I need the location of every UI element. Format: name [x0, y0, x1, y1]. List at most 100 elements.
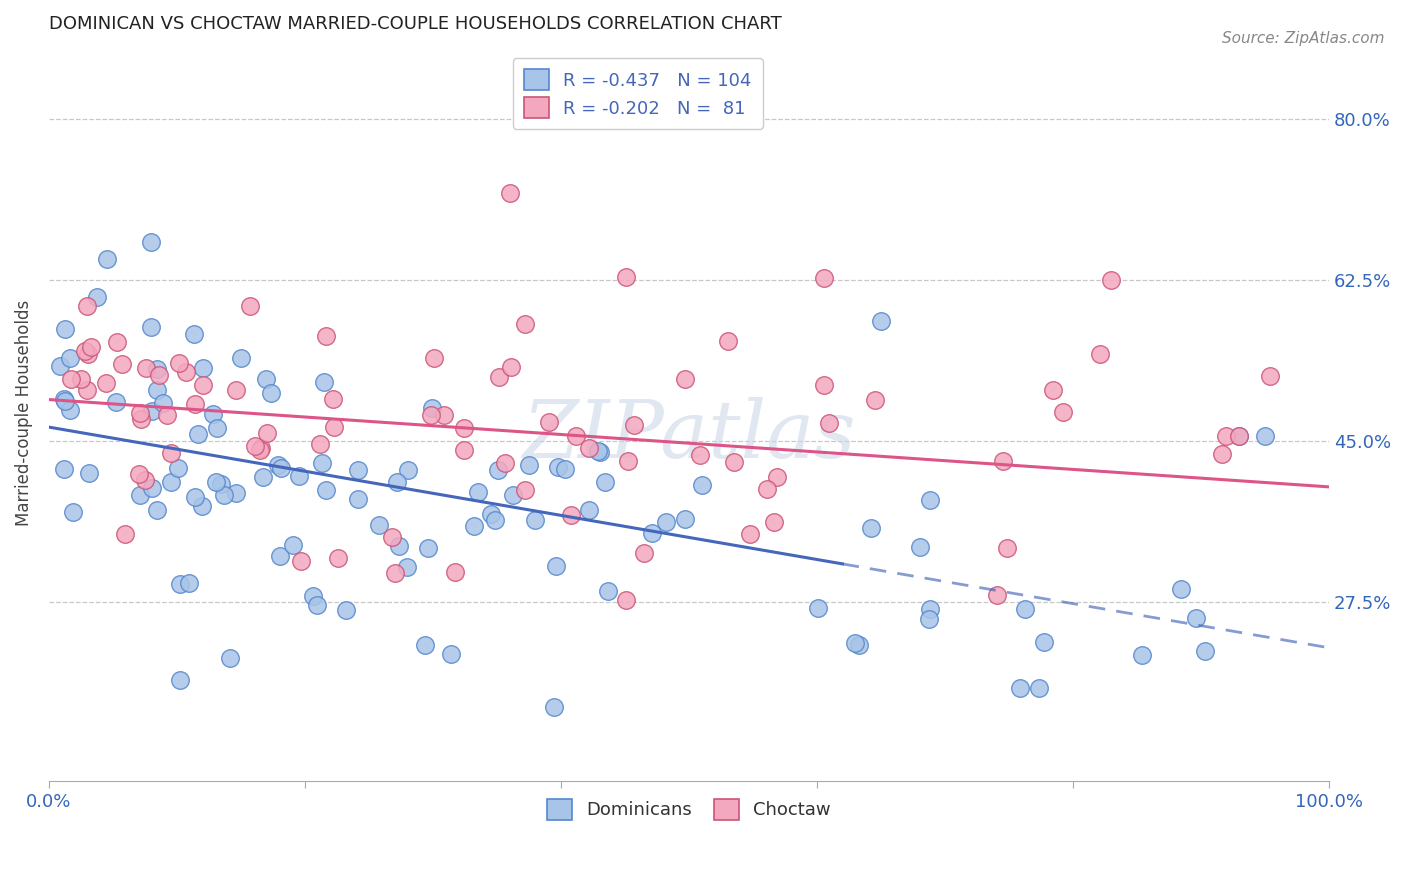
Point	[433, 409, 456, 423]
Point	[190, 499, 212, 513]
Point	[111, 357, 134, 371]
Point	[207, 420, 229, 434]
Point	[588, 443, 610, 458]
Point	[167, 460, 190, 475]
Point	[308, 437, 330, 451]
Legend: Dominicans, Choctaw: Dominicans, Choctaw	[540, 792, 838, 827]
Point	[523, 513, 546, 527]
Point	[589, 445, 612, 459]
Point	[1130, 648, 1153, 663]
Point	[269, 549, 291, 564]
Point	[145, 362, 167, 376]
Point	[723, 455, 745, 469]
Point	[617, 454, 640, 468]
Point	[918, 493, 941, 508]
Point	[183, 326, 205, 341]
Point	[641, 526, 664, 541]
Point	[184, 397, 207, 411]
Point	[368, 517, 391, 532]
Point	[1170, 582, 1192, 596]
Point	[416, 541, 439, 555]
Point	[995, 541, 1018, 555]
Point	[717, 334, 740, 348]
Point	[444, 566, 467, 580]
Point	[326, 550, 349, 565]
Point	[593, 475, 616, 489]
Point	[311, 456, 333, 470]
Point	[139, 319, 162, 334]
Point	[104, 394, 127, 409]
Point	[135, 361, 157, 376]
Point	[384, 566, 406, 580]
Point	[690, 478, 713, 492]
Point	[869, 314, 891, 328]
Point	[396, 463, 419, 477]
Point	[128, 467, 150, 482]
Point	[152, 396, 174, 410]
Point	[766, 470, 789, 484]
Point	[322, 420, 344, 434]
Point	[388, 539, 411, 553]
Point	[225, 383, 247, 397]
Point	[1258, 369, 1281, 384]
Point	[209, 477, 232, 491]
Point	[145, 383, 167, 397]
Point	[134, 473, 156, 487]
Point	[537, 416, 560, 430]
Point	[513, 317, 536, 331]
Point	[673, 372, 696, 386]
Point	[229, 351, 252, 365]
Point	[59, 351, 82, 366]
Point	[128, 406, 150, 420]
Point	[160, 475, 183, 489]
Point	[75, 343, 97, 358]
Point	[1227, 429, 1250, 443]
Point	[499, 186, 522, 200]
Point	[1099, 273, 1122, 287]
Point	[315, 483, 337, 497]
Point	[991, 454, 1014, 468]
Point	[986, 588, 1008, 602]
Point	[212, 487, 235, 501]
Point	[218, 651, 240, 665]
Point	[918, 611, 941, 625]
Point	[387, 475, 409, 490]
Text: Source: ZipAtlas.com: Source: ZipAtlas.com	[1222, 31, 1385, 46]
Point	[633, 546, 655, 560]
Point	[381, 530, 404, 544]
Point	[543, 700, 565, 714]
Point	[307, 599, 329, 613]
Point	[486, 463, 509, 477]
Point	[1194, 644, 1216, 658]
Point	[1227, 429, 1250, 443]
Point	[259, 386, 281, 401]
Point	[225, 486, 247, 500]
Point	[169, 577, 191, 591]
Point	[169, 673, 191, 687]
Point	[290, 554, 312, 568]
Y-axis label: Married-couple Households: Married-couple Households	[15, 301, 32, 526]
Point	[1033, 635, 1056, 649]
Point	[578, 442, 600, 456]
Point	[243, 439, 266, 453]
Point	[156, 408, 179, 422]
Point	[70, 372, 93, 386]
Point	[1028, 681, 1050, 696]
Point	[420, 401, 443, 415]
Point	[254, 372, 277, 386]
Point	[139, 235, 162, 249]
Point	[315, 328, 337, 343]
Point	[844, 636, 866, 650]
Point	[463, 518, 485, 533]
Point	[335, 603, 357, 617]
Text: ZIPatlas: ZIPatlas	[522, 397, 856, 475]
Point	[499, 359, 522, 374]
Point	[53, 394, 76, 409]
Point	[655, 515, 678, 529]
Point	[513, 483, 536, 497]
Point	[484, 513, 506, 527]
Point	[419, 408, 441, 422]
Point	[859, 521, 882, 535]
Point	[191, 361, 214, 376]
Point	[281, 538, 304, 552]
